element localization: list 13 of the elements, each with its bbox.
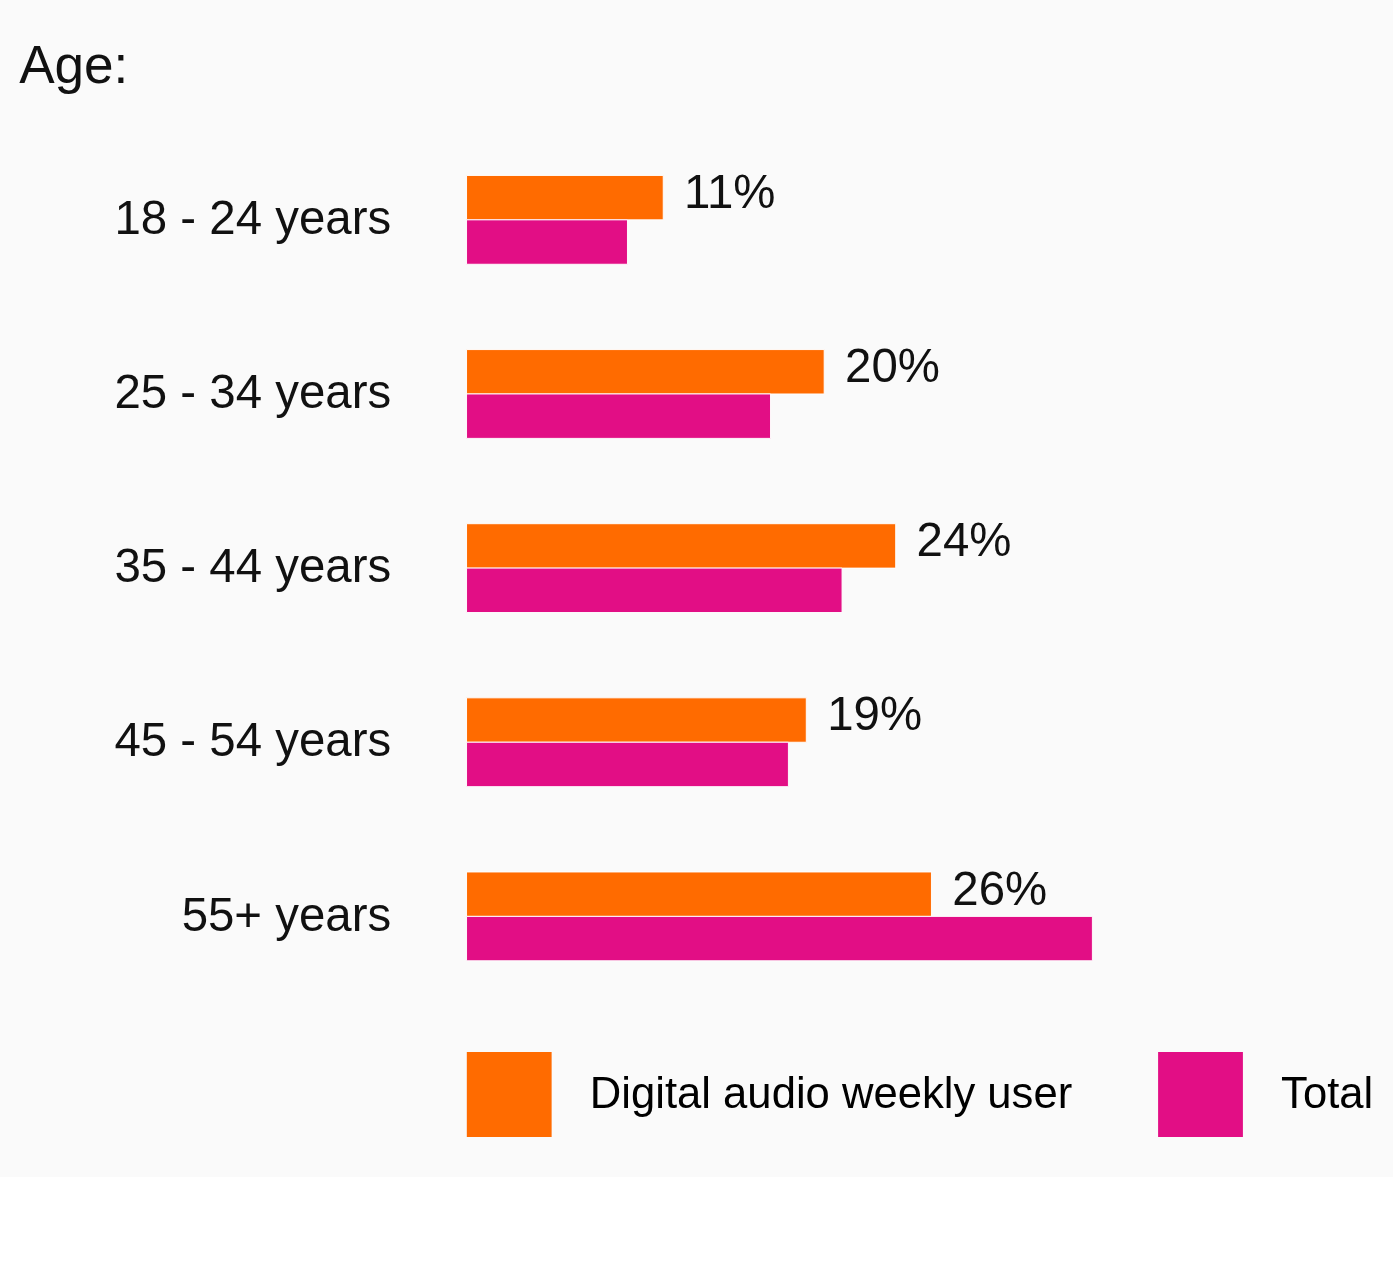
legend-label: Total: [1281, 1068, 1374, 1117]
legend-label: Digital audio weekly user: [589, 1068, 1073, 1117]
y-tick-label: 25 - 34 years: [114, 365, 392, 419]
data-label: 11%: [684, 165, 776, 219]
y-tick-label: 18 - 24 years: [114, 191, 392, 245]
y-tick-label: 55+ years: [181, 887, 392, 941]
data-label: 20%: [845, 339, 940, 393]
y-tick-label: 35 - 44 years: [114, 539, 392, 593]
chart-title: Age:: [19, 34, 129, 94]
data-label: 26%: [952, 861, 1048, 915]
data-label: 19%: [827, 687, 923, 741]
data-label: 24%: [916, 513, 1012, 567]
y-tick-label: 45 - 54 years: [114, 713, 392, 767]
